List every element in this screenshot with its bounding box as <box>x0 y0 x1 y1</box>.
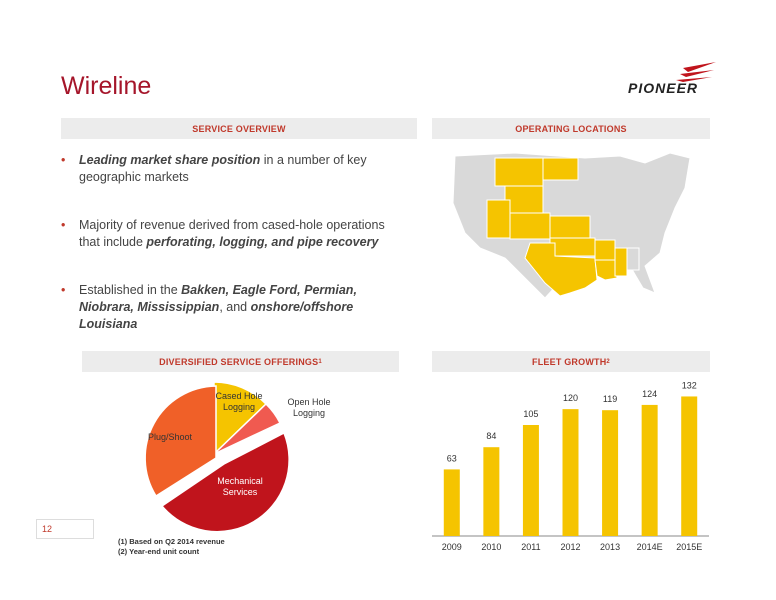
alabama-state <box>626 247 640 271</box>
pie-slice-cased-hole <box>213 381 268 456</box>
x-tick-label: 2014E <box>637 542 663 552</box>
pie-label-mechanical: Mechanical Services <box>217 476 263 497</box>
diversified-header: DIVERSIFIED SERVICE OFFERINGS 1 <box>82 351 399 372</box>
bar-value-label: 132 <box>682 380 697 390</box>
operating-locations-header: OPERATING LOCATIONS <box>432 118 710 139</box>
service-offerings-pie <box>144 381 290 533</box>
mississippi-state <box>614 247 628 277</box>
fleet-growth-chart: 63 2009 84 2010 105 2011 120 2012 119 2013 124 2014… <box>432 380 709 552</box>
bar-2014E <box>641 404 658 536</box>
fleet-growth-header: FLEET GROWTH 2 <box>432 351 710 372</box>
bar-value-label: 84 <box>486 431 496 441</box>
bar-2009 <box>443 469 460 536</box>
wyoming-state <box>504 185 544 214</box>
bar-2015E <box>681 396 698 536</box>
colorado-state <box>509 212 551 240</box>
x-tick-label: 2011 <box>521 542 540 552</box>
bar-value-label: 120 <box>563 393 578 403</box>
bar-2010 <box>483 447 500 536</box>
x-tick-label: 2012 <box>560 542 580 552</box>
footnotes: (1) Based on Q2 2014 revenue (2) Year-en… <box>118 537 225 557</box>
texas-state <box>524 242 598 297</box>
x-tick-label: 2009 <box>442 542 462 552</box>
louisiana-state <box>594 259 618 281</box>
logo-swoosh-icon <box>676 62 716 82</box>
utah-state <box>486 199 511 239</box>
pie-label-cased: Cased Hole Logging <box>215 391 263 412</box>
pie-label-plug: Plug/Shoot <box>147 432 193 442</box>
x-tick-label: 2015E <box>676 542 702 552</box>
logo-text: PIONEER <box>628 80 699 96</box>
bullet-item: • Majority of revenue derived from cased-… <box>61 218 385 249</box>
x-tick-label: 2013 <box>600 542 620 552</box>
bar-value-label: 124 <box>642 389 657 399</box>
north-dakota-state <box>542 157 579 181</box>
arkansas-state <box>594 239 616 261</box>
bar-2011 <box>522 425 539 536</box>
bar-value-label: 63 <box>447 453 457 463</box>
pie-slice-mechanical <box>160 431 290 533</box>
pie-label-open: Open Hole Logging <box>287 397 331 418</box>
oklahoma-state <box>549 237 596 257</box>
page-number: 12 <box>36 519 94 539</box>
pioneer-logo: PIONEER <box>628 58 718 98</box>
us-operating-map <box>452 152 691 298</box>
footnote-item: (1) Based on Q2 2014 revenue <box>118 537 225 546</box>
pie-slice-open-hole <box>213 402 282 455</box>
bullet-item: • Leading market share position in a numb… <box>61 153 367 184</box>
bar-value-label: 119 <box>603 394 617 404</box>
bar-2013 <box>602 410 619 536</box>
bullet-item: • Established in the Bakken, Eagle Ford, … <box>61 283 357 331</box>
service-overview-header: SERVICE OVERVIEW <box>61 118 417 139</box>
page-title: Wireline <box>61 72 152 100</box>
pie-slice-plug-shoot <box>144 385 217 498</box>
bar-value-label: 105 <box>523 409 538 419</box>
kansas-state <box>549 215 591 239</box>
footnote-item: (2) Year-end unit count <box>118 547 200 556</box>
bar-2012 <box>562 409 579 536</box>
x-tick-label: 2010 <box>481 542 501 552</box>
service-bullets: • Leading market share position in a numb… <box>61 152 401 364</box>
montana-state <box>494 157 544 187</box>
